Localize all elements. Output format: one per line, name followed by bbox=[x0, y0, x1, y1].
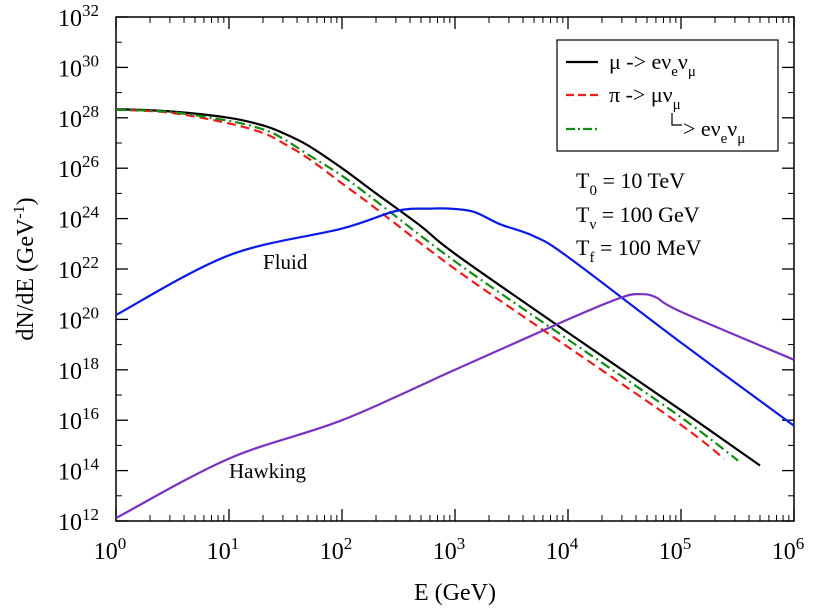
x-tick-label: 106 bbox=[772, 534, 805, 565]
annotations: Fluid Hawking bbox=[229, 250, 308, 483]
ticks: 100 101 102 103 104 105 106 1012 1014 1016 1018 102… bbox=[58, 1, 804, 565]
curve-label-1: Hawking bbox=[229, 459, 306, 483]
x-tick-label: 100 bbox=[94, 534, 127, 565]
y-axis-label: dN/dE (GeV-1) bbox=[11, 197, 39, 340]
series-line-2 bbox=[115, 108, 739, 462]
series-line-1 bbox=[115, 108, 725, 460]
axis-labels: E (GeV) dN/dE (GeV-1) bbox=[11, 197, 496, 606]
y-tick-label: 1020 bbox=[58, 303, 99, 334]
y-tick-label: 1032 bbox=[58, 1, 99, 32]
series-line-4 bbox=[115, 292, 795, 520]
param-label-0: T0 = 10 TeV bbox=[576, 168, 685, 199]
y-tick-label: 1024 bbox=[58, 203, 100, 234]
y-tick-label: 1028 bbox=[58, 102, 99, 133]
series-lines bbox=[115, 108, 795, 520]
y-tick-label: 1012 bbox=[58, 505, 99, 536]
y-tick-label: 1014 bbox=[58, 455, 100, 486]
param-label-1: Tν = 100 GeV bbox=[576, 202, 700, 233]
x-tick-label: 101 bbox=[207, 534, 240, 565]
legend-label-1: π -> μνμ bbox=[609, 82, 681, 113]
param-label-2: Tf = 100 MeV bbox=[576, 235, 702, 266]
x-tick-label: 104 bbox=[546, 534, 579, 565]
curve-label-0: Fluid bbox=[263, 250, 308, 274]
y-tick-label: 1016 bbox=[58, 404, 99, 435]
x-tick-label: 103 bbox=[433, 534, 466, 565]
x-tick-label: 102 bbox=[320, 534, 353, 565]
y-tick-label: 1018 bbox=[58, 354, 99, 385]
x-axis-label: E (GeV) bbox=[414, 580, 496, 606]
legend-label-2: > eνeνμ bbox=[683, 116, 745, 147]
x-tick-label: 105 bbox=[659, 534, 692, 565]
legend-arrow-bracket bbox=[671, 113, 682, 126]
legend-label-0: μ -> eνeνμ bbox=[609, 49, 696, 80]
y-tick-label: 1026 bbox=[58, 152, 99, 183]
y-tick-label: 1030 bbox=[58, 51, 99, 82]
series-line-0 bbox=[115, 108, 761, 467]
y-tick-label: 1022 bbox=[58, 253, 99, 284]
